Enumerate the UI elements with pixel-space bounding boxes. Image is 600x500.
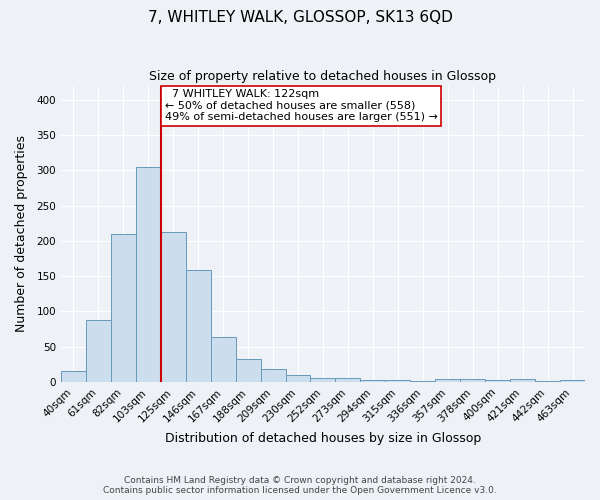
Bar [161, 232, 186, 382]
Bar [410, 380, 435, 382]
Bar [361, 380, 385, 382]
Bar [236, 360, 260, 382]
Title: Size of property relative to detached houses in Glossop: Size of property relative to detached ho… [149, 70, 496, 83]
X-axis label: Distribution of detached houses by size in Glossop: Distribution of detached houses by size … [165, 432, 481, 445]
Bar [136, 166, 161, 382]
Bar [286, 375, 310, 382]
Bar [111, 234, 136, 382]
Bar [560, 380, 585, 382]
Bar [335, 378, 361, 382]
Text: 7, WHITLEY WALK, GLOSSOP, SK13 6QD: 7, WHITLEY WALK, GLOSSOP, SK13 6QD [148, 10, 452, 25]
Bar [310, 378, 335, 382]
Text: Contains HM Land Registry data © Crown copyright and database right 2024.
Contai: Contains HM Land Registry data © Crown c… [103, 476, 497, 495]
Bar [260, 368, 286, 382]
Y-axis label: Number of detached properties: Number of detached properties [15, 136, 28, 332]
Bar [510, 379, 535, 382]
Bar [435, 379, 460, 382]
Bar [485, 380, 510, 382]
Bar [186, 270, 211, 382]
Bar [460, 379, 485, 382]
Bar [211, 338, 236, 382]
Bar [535, 381, 560, 382]
Text: 7 WHITLEY WALK: 122sqm
← 50% of detached houses are smaller (558)
49% of semi-de: 7 WHITLEY WALK: 122sqm ← 50% of detached… [164, 89, 437, 122]
Bar [86, 320, 111, 382]
Bar [385, 380, 410, 382]
Bar [61, 372, 86, 382]
